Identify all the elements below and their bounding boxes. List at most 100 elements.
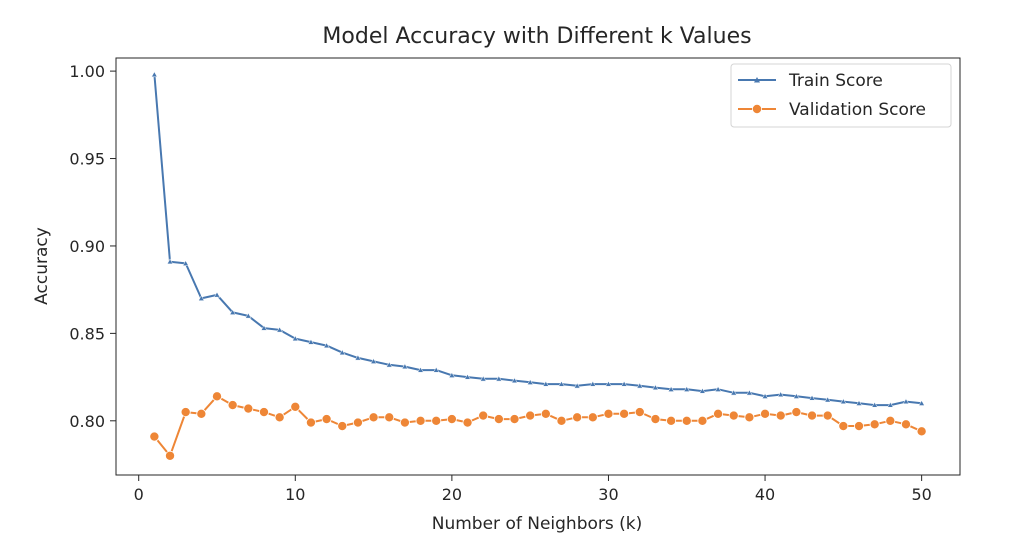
train-score-point	[683, 386, 690, 392]
train-score-point	[448, 372, 456, 378]
train-score-point	[824, 396, 831, 403]
train-score-point	[902, 398, 910, 405]
train-score-point	[292, 335, 299, 342]
train-score-point	[182, 260, 189, 266]
validation-score-point	[791, 407, 802, 418]
train-score-point	[652, 384, 659, 391]
validation-score-point	[149, 431, 160, 442]
train-score-point	[714, 386, 722, 392]
validation-score-point	[775, 410, 786, 421]
validation-score-point	[243, 403, 254, 414]
train-score-point	[526, 379, 534, 385]
x-tick-label: 20	[442, 485, 462, 504]
validation-score-point	[258, 407, 269, 418]
validation-score-point	[446, 414, 457, 425]
y-tick-label: 0.85	[69, 324, 105, 343]
train-score-point	[354, 354, 362, 361]
train-score-point	[307, 338, 315, 345]
train-score-point	[730, 389, 737, 396]
validation-score-point	[337, 421, 348, 432]
validation-score-point	[587, 412, 598, 423]
train-score-point	[260, 324, 268, 331]
x-tick-label: 40	[755, 485, 775, 504]
validation-score-point	[180, 407, 191, 418]
train-score-point	[793, 393, 800, 399]
validation-score-point	[274, 412, 285, 423]
train-score-point	[166, 258, 174, 265]
validation-score-point	[744, 412, 755, 423]
validation-score-point	[650, 414, 661, 425]
train-score-point	[323, 342, 330, 349]
train-score-point	[699, 387, 706, 394]
validation-score-point	[634, 407, 645, 418]
train-score-point	[918, 399, 925, 406]
train-score-point	[151, 71, 158, 78]
validation-score-point	[431, 415, 442, 426]
validation-score-point	[916, 426, 927, 437]
validation-score-point	[493, 414, 504, 425]
train-score-point	[417, 366, 424, 373]
validation-score-point	[415, 415, 426, 426]
train-score-point	[401, 363, 409, 370]
validation-score-point	[900, 419, 911, 430]
train-score-point	[840, 398, 847, 405]
validation-score-point	[290, 401, 301, 412]
x-axis-label: Number of Neighbors (k)	[432, 514, 643, 534]
train-score-point	[276, 326, 283, 333]
legend-train-score-label: Train Score	[788, 71, 883, 91]
y-tick-label: 1.00	[69, 62, 105, 81]
x-tick-label: 0	[134, 485, 144, 504]
validation-score-point	[822, 410, 833, 421]
train-score-point	[777, 391, 784, 398]
train-score-point	[855, 399, 863, 406]
x-tick-label: 10	[285, 485, 305, 504]
legend-train-score-marker	[754, 77, 760, 83]
train-score-point	[636, 382, 644, 389]
validation-score-point	[165, 450, 176, 461]
legend: Train Score Validation Score	[730, 63, 952, 128]
validation-score-point	[556, 415, 567, 426]
plot-area	[149, 71, 927, 461]
validation-score-point	[525, 410, 536, 421]
validation-score-point	[728, 410, 739, 421]
validation-score-point	[681, 415, 692, 426]
validation-score-point	[352, 417, 363, 428]
validation-score-point	[399, 417, 410, 428]
train-score-point	[386, 361, 393, 368]
train-score-point	[479, 375, 487, 382]
train-score-point	[667, 386, 675, 392]
train-score-point	[464, 373, 471, 380]
train-score-point	[229, 309, 236, 315]
train-score-point	[808, 394, 816, 401]
train-score-point	[432, 366, 440, 373]
train-score-point	[511, 377, 518, 384]
validation-score-point	[603, 408, 614, 419]
y-tick-label: 0.95	[69, 150, 105, 169]
validation-score-point	[838, 421, 849, 432]
train-score-point	[339, 349, 346, 356]
train-score-point	[761, 393, 769, 399]
chart-title: Model Accuracy with Different k Values	[322, 24, 751, 49]
validation-score-line	[153, 395, 923, 457]
validation-score-point	[869, 419, 880, 430]
y-tick-label: 0.80	[69, 412, 105, 431]
validation-score-point	[368, 412, 379, 423]
validation-score-point	[666, 415, 677, 426]
train-score-point	[495, 375, 503, 382]
legend-box	[730, 63, 952, 128]
validation-score-point	[713, 408, 724, 419]
train-score-point	[746, 389, 753, 396]
validation-score-point	[196, 408, 207, 419]
x-tick-label: 50	[911, 485, 931, 504]
train-score-point	[620, 380, 628, 387]
validation-score-point	[509, 414, 520, 425]
validation-score-point	[885, 415, 896, 426]
validation-score-point	[807, 410, 818, 421]
validation-score-point	[211, 391, 222, 402]
validation-score-point	[854, 421, 865, 432]
validation-score-point	[619, 408, 630, 419]
validation-score-point	[305, 417, 316, 428]
train-score-point	[245, 312, 252, 319]
legend-validation-score-marker	[752, 104, 763, 115]
